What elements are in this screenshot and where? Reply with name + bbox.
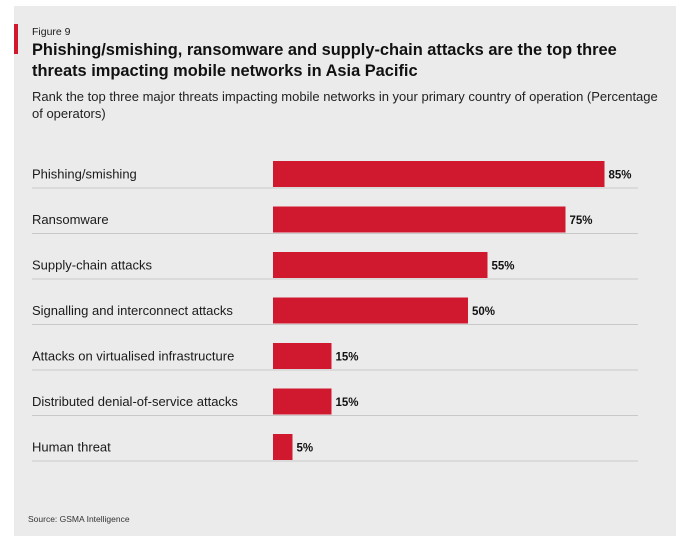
bar-row: Signalling and interconnect attacks 50% bbox=[32, 297, 638, 325]
bar bbox=[273, 206, 566, 233]
chart-title: Phishing/smishing, ransomware and supply… bbox=[32, 41, 617, 80]
value-label: 15% bbox=[336, 352, 359, 364]
category-label: Attacks on virtualised infrastructure bbox=[32, 349, 234, 364]
value-label: 85% bbox=[609, 170, 632, 182]
source-note: Source: GSMA Intelligence bbox=[28, 514, 130, 524]
figure-panel: Figure 9 Phishing/smishing, ransomware a… bbox=[14, 6, 676, 536]
category-label: Human threat bbox=[32, 440, 111, 455]
bar-row: Human threat 5% bbox=[32, 434, 638, 462]
bar bbox=[273, 434, 293, 460]
category-label: Supply-chain attacks bbox=[32, 258, 152, 273]
category-label: Ransomware bbox=[32, 212, 109, 227]
bar-chart: Phishing/smishing 85% Ransomware 75% Supply-… bbox=[32, 161, 638, 462]
value-label: 55% bbox=[492, 261, 515, 273]
value-label: 5% bbox=[297, 443, 314, 455]
value-label: 15% bbox=[336, 397, 359, 409]
category-label: Phishing/smishing bbox=[32, 167, 137, 182]
bar bbox=[273, 252, 488, 278]
bar-row: Supply-chain attacks 55% bbox=[32, 252, 638, 280]
figure-label: Figure 9 bbox=[32, 26, 71, 38]
bar-row: Attacks on virtualised infrastructure 15% bbox=[32, 343, 638, 371]
bar bbox=[273, 161, 605, 187]
bar bbox=[273, 388, 332, 415]
bar-row: Ransomware 75% bbox=[32, 206, 638, 234]
bar bbox=[273, 343, 332, 369]
bar-row: Phishing/smishing 85% bbox=[32, 161, 638, 189]
bar-row: Distributed denial-of-service attacks 15% bbox=[32, 388, 638, 416]
value-label: 75% bbox=[570, 215, 593, 227]
category-label: Signalling and interconnect attacks bbox=[32, 303, 233, 318]
value-label: 50% bbox=[472, 306, 495, 318]
category-label: Distributed denial-of-service attacks bbox=[32, 394, 238, 409]
bar bbox=[273, 297, 468, 324]
chart-subtitle: Rank the top three major threats impacti… bbox=[32, 89, 658, 121]
title-accent-bar bbox=[14, 24, 18, 54]
